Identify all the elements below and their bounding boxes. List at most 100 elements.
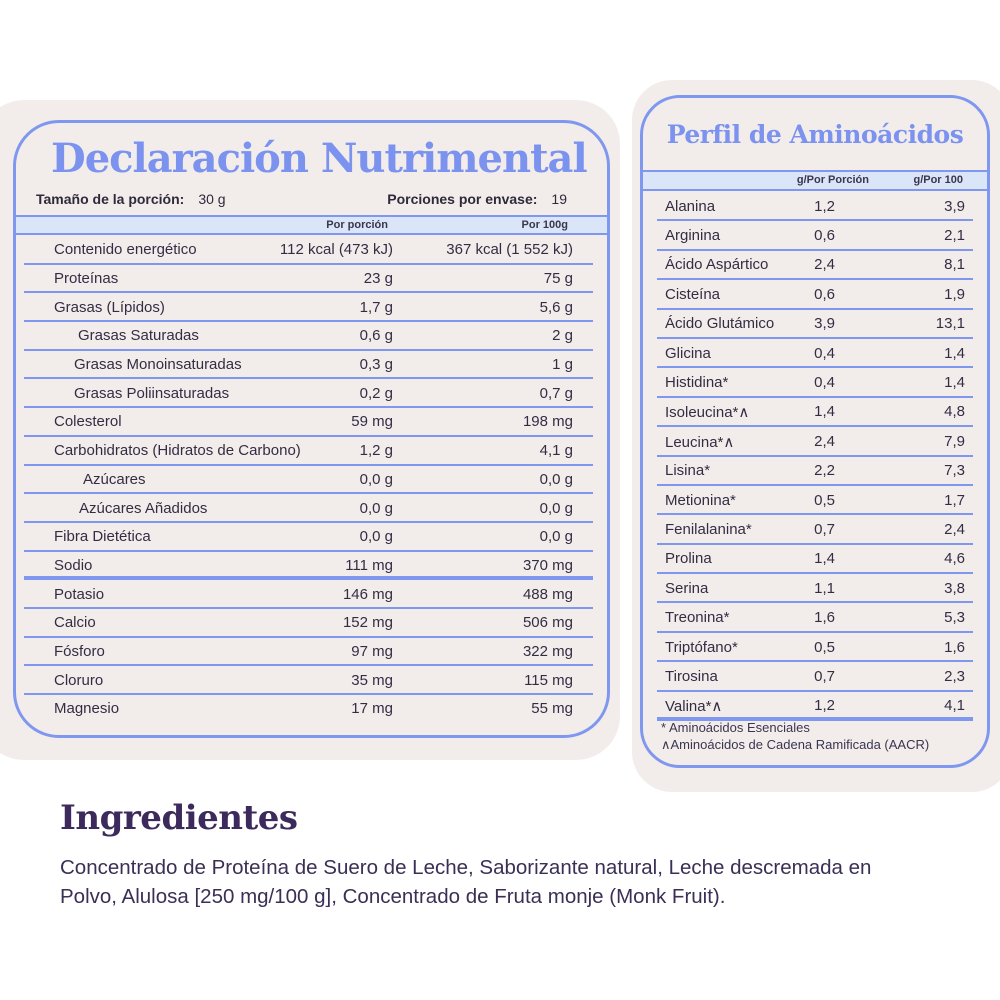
row-value-100: 7,3 [944,462,965,480]
table-row: Cloruro 35 mg 115 mg [24,666,593,695]
footnote-essential: * Aminoácidos Esenciales [661,720,810,735]
row-value-portion: 59 mg [351,413,393,431]
table-row: Isoleucina*∧ 1,4 4,8 [657,398,973,428]
row-value-100: 3,9 [944,197,965,215]
table-row: Triptófano* 0,5 1,6 [657,633,973,663]
row-value-portion: 146 mg [342,585,393,603]
row-value-100: 2,3 [944,667,965,685]
row-label: Grasas Monoinsaturadas [74,356,242,374]
table-row: Histidina* 0,4 1,4 [657,368,973,398]
row-value-portion: 0,6 g [359,327,393,345]
row-value-portion: 0,6 [814,285,835,303]
row-value-portion: 1,2 [814,697,835,715]
row-value-portion: 0,5 [814,491,835,509]
row-label: Calcio [54,614,96,632]
table-row: Cisteína 0,6 1,9 [657,280,973,310]
table-row: Azúcares Añadidos 0,0 g 0,0 g [24,494,593,523]
table-row: Treonina* 1,6 5,3 [657,603,973,633]
row-label: Tirosina [665,667,718,685]
row-label: Valina*∧ [665,698,723,716]
row-value-portion: 0,0 g [359,528,393,546]
nutrition-title: Declaración Nutrimental [51,135,588,182]
row-value-portion: 35 mg [351,671,393,689]
row-value-100: 5,6 g [539,298,573,316]
row-label: Grasas Saturadas [78,327,199,345]
table-row: Calcio 152 mg 506 mg [24,609,593,638]
ingredients-text: Concentrado de Proteína de Suero de Lech… [60,856,872,908]
amino-title: Perfil de Aminoácidos [666,120,964,149]
row-value-portion: 97 mg [351,642,393,660]
row-value-100: 488 mg [522,585,573,603]
col-per-100g: Por 100g [521,219,568,231]
row-value-portion: 3,9 [814,315,835,333]
row-value-100: 2 g [552,327,573,345]
row-label: Potasio [54,585,105,603]
row-label: Ácido Aspártico [665,256,769,274]
table-row: Valina*∧ 1,2 4,1 [657,692,973,722]
table-row: Prolina 1,4 4,6 [657,545,973,575]
row-value-100: 370 mg [522,556,573,574]
row-value-100: 2,1 [944,227,965,245]
row-label: Azúcares [83,470,146,488]
row-label: Histidina* [665,374,729,392]
row-label: Serina [665,579,709,597]
table-row: Alanina 1,2 3,9 [657,192,973,222]
row-value-portion: 152 mg [342,614,393,632]
serving-size: Tamaño de la porción: 30 g [36,191,226,207]
row-label: Triptófano* [665,638,738,656]
table-row: Magnesio 17 mg 55 mg [24,695,593,724]
table-row: Grasas Poliinsaturadas 0,2 g 0,7 g [24,379,593,409]
row-value-portion: 2,4 [814,432,835,450]
row-label: Isoleucina*∧ [665,404,750,422]
table-row: Potasio 146 mg 488 mg [24,580,593,609]
row-value-100: 367 kcal (1 552 kJ) [446,241,573,259]
row-label: Fósforo [54,642,105,660]
row-label: Azúcares Añadidos [79,499,208,517]
row-value-portion: 1,4 [814,403,835,421]
serving-size-value: 30 g [198,191,226,207]
row-value-portion: 0,7 [814,520,835,538]
table-row: Metionina* 0,5 1,7 [657,486,973,516]
row-value-100: 1,9 [944,285,965,303]
row-value-100: 1,4 [944,344,965,362]
col-per-100: g/Por 100 [913,174,963,186]
serving-size-label: Tamaño de la porción: [36,191,185,207]
amino-rows: Alanina 1,2 3,9 Arginina 0,6 2,1 Ácido Aspárti… [643,192,987,722]
row-value-100: 1,7 [944,491,965,509]
row-label: Cloruro [54,671,104,689]
row-value-portion: 0,4 [814,374,835,392]
row-value-portion: 2,4 [814,256,835,274]
amino-panel-background [632,80,1000,792]
row-value-portion: 0,4 [814,344,835,362]
row-value-100: 5,3 [944,609,965,627]
table-row: Grasas (Lípidos) 1,7 g 5,6 g [24,293,593,323]
table-row: Fibra Dietética 0,0 g 0,0 g [24,523,593,552]
row-label: Contenido energético [54,241,197,259]
table-row: Leucina*∧ 2,4 7,9 [657,427,973,457]
row-value-portion: 0,0 g [359,470,393,488]
nutrition-facts-card: Declaración Nutrimental Tamaño de la por… [13,120,610,738]
row-value-100: 2,4 [944,520,965,538]
row-value-portion: 2,2 [814,462,835,480]
row-value-portion: 1,7 g [359,298,393,316]
row-value-100: 75 g [543,270,573,288]
row-value-portion: 1,4 [814,550,835,568]
ingredients-title: Ingredientes [60,798,298,838]
row-label: Glicina [665,344,711,362]
row-label: Metionina* [665,491,736,509]
footnote-bcaa: ∧Aminoácidos de Cadena Ramificada (AACR) [661,737,930,752]
row-value-portion: 112 kcal (473 kJ) [279,241,393,259]
row-value-100: 4,8 [944,403,965,421]
row-value-100: 198 mg [522,413,573,431]
row-value-100: 4,1 g [539,442,573,460]
amino-profile-card: Perfil de Aminoácidos g/Por Porción g/Po… [640,95,990,768]
row-label: Fibra Dietética [54,528,151,546]
row-value-portion: 23 g [363,270,393,288]
nutrition-header-band: Por porción Por 100g [16,215,607,235]
table-row: Fósforo 97 mg 322 mg [24,638,593,667]
row-value-portion: 1,2 g [359,442,393,460]
row-label: Lisina* [665,462,711,480]
table-row: Serina 1,1 3,8 [657,574,973,604]
row-label: Ácido Glutámico [665,315,775,333]
row-value-portion: 111 mg [345,556,393,574]
